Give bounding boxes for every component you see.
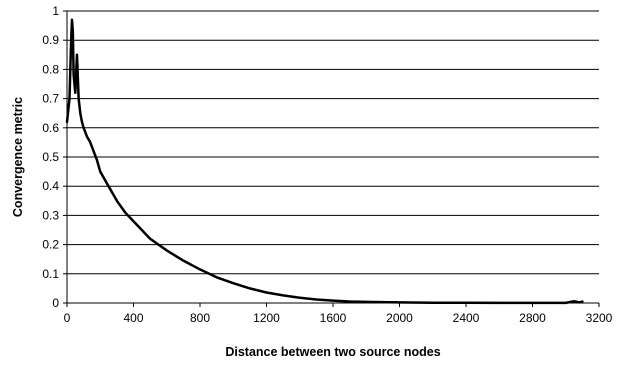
x-tick-label-6: 2400: [453, 311, 480, 325]
y-tick-label-8: 0.8: [42, 62, 59, 76]
x-tick-label-1: 400: [123, 311, 143, 325]
x-tick-label-0: 0: [64, 311, 71, 325]
y-tick-label-7: 0.7: [42, 92, 59, 106]
y-tick-label-4: 0.4: [42, 179, 59, 193]
y-tick-label-0: 0: [52, 296, 59, 310]
y-tick-label-10: 1: [52, 4, 59, 18]
x-tick-label-8: 3200: [586, 311, 613, 325]
y-axis-title: Convergence metric: [11, 97, 25, 217]
y-tick-label-9: 0.9: [42, 33, 59, 47]
x-axis-title: Distance between two source nodes: [225, 345, 440, 359]
series-line-0: [65, 18, 584, 305]
series-group: [65, 18, 584, 305]
y-tick-label-1: 0.1: [42, 267, 59, 281]
x-tick-label-7: 2800: [519, 311, 546, 325]
y-tick-label-2: 0.2: [42, 238, 59, 252]
x-tick-labels: 0 400 800 1200 1600 2000 2400 2800 3200: [64, 311, 613, 325]
x-tick-label-4: 1600: [320, 311, 347, 325]
y-tick-label-3: 0.3: [42, 208, 59, 222]
gridlines: [67, 10, 599, 304]
y-tick-labels: 0 0.1 0.2 0.3 0.4 0.5 0.6 0.7 0.8 0.9 1: [42, 4, 59, 310]
y-tick-label-5: 0.5: [42, 150, 59, 164]
x-tick-label-3: 1200: [253, 311, 280, 325]
x-tick-label-5: 2000: [386, 311, 413, 325]
y-tick-label-6: 0.6: [42, 121, 59, 135]
x-tick-label-2: 800: [190, 311, 210, 325]
